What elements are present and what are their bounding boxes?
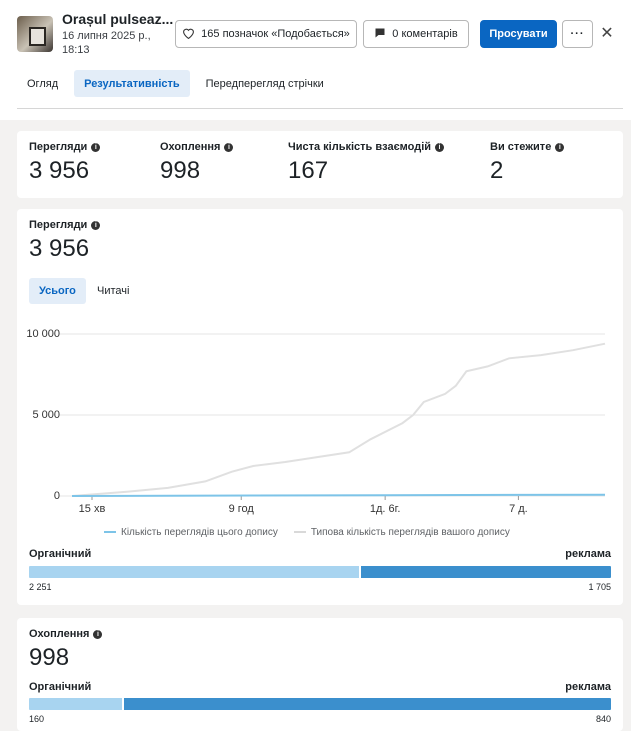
series-line-post bbox=[71, 493, 606, 497]
reach-card: Охоплення i 998 Органічний реклама 160 84… bbox=[17, 618, 623, 731]
more-options-button[interactable]: ··· bbox=[562, 20, 593, 48]
ads-segment[interactable] bbox=[361, 566, 611, 578]
legend-label: Типова кількість переглядів вашого допис… bbox=[310, 527, 510, 538]
legend-label: Кількість переглядів цього допису bbox=[121, 527, 278, 538]
comments-label: 0 коментарів bbox=[392, 28, 458, 40]
reach-ads-label: реклама bbox=[565, 681, 611, 693]
reach-ads-value: 840 bbox=[595, 714, 611, 724]
comments-button[interactable]: 0 коментарів bbox=[363, 20, 469, 48]
reach-label: Охоплення bbox=[29, 628, 90, 640]
x-tick-label: 15 хв bbox=[79, 503, 106, 515]
legend-item-typical[interactable]: Типова кількість переглядів вашого допис… bbox=[293, 527, 510, 538]
metrics-summary-card: Перегляди i 3 956 Охоплення i 998 Чиста кі… bbox=[17, 131, 623, 198]
views-card: Перегляди i 3 956 Усього Читачі 0 5 000 10 … bbox=[17, 209, 623, 605]
metric-label: Перегляди bbox=[29, 141, 88, 153]
metric-label: Охоплення bbox=[160, 141, 221, 153]
views-split-bar[interactable] bbox=[29, 566, 611, 578]
metric-views: Перегляди i 3 956 bbox=[29, 141, 101, 185]
y-tick-label: 10 000 bbox=[26, 328, 60, 340]
x-tick-label: 1д. 6г. bbox=[370, 503, 401, 515]
heart-icon bbox=[182, 27, 195, 42]
x-tick-label: 7 д. bbox=[509, 503, 528, 515]
views-ads-value: 1 705 bbox=[588, 582, 611, 592]
promote-button[interactable]: Просувати bbox=[480, 20, 557, 48]
organic-segment[interactable] bbox=[29, 698, 122, 710]
views-header: Перегляди i 3 956 bbox=[29, 219, 101, 263]
metric-value: 3 956 bbox=[29, 157, 90, 184]
post-date: 16 липня 2025 р., 18:13 bbox=[62, 30, 151, 56]
views-line-chart: 0 5 000 10 000 15 хв 9 год 1д. 6г. 7 д. bbox=[26, 328, 606, 515]
subtab-readers[interactable]: Читачі bbox=[97, 285, 130, 297]
series-line-typical bbox=[71, 342, 606, 497]
reach-organic-label: Органічний bbox=[29, 681, 92, 693]
post-thumbnail[interactable] bbox=[17, 16, 53, 52]
tab-performance[interactable]: Результативність bbox=[74, 70, 190, 97]
metric-value: 2 bbox=[490, 157, 504, 184]
y-tick-label: 5 000 bbox=[32, 409, 60, 421]
header-divider bbox=[17, 108, 623, 109]
views-organic-value: 2 251 bbox=[29, 582, 52, 592]
metric-value: 167 bbox=[288, 157, 329, 184]
likes-label: 165 позначок «Подобається» bbox=[201, 28, 350, 40]
info-icon[interactable]: i bbox=[224, 142, 234, 152]
reach-value: 998 bbox=[29, 644, 70, 671]
likes-button[interactable]: 165 позначок «Подобається» bbox=[175, 20, 357, 48]
reach-header: Охоплення i 998 bbox=[29, 628, 103, 672]
metric-label: Чиста кількість взаємодій bbox=[288, 141, 432, 153]
views-value: 3 956 bbox=[29, 235, 90, 262]
x-tick-label: 9 год bbox=[229, 503, 255, 515]
reach-split-bar[interactable] bbox=[29, 698, 611, 710]
legend-item-post[interactable]: Кількість переглядів цього допису bbox=[104, 527, 278, 538]
tab-overview[interactable]: Огляд bbox=[27, 77, 59, 90]
comment-icon bbox=[374, 27, 386, 42]
organic-segment[interactable] bbox=[29, 566, 360, 578]
metric-label: Ви стежите bbox=[490, 141, 552, 153]
close-icon[interactable]: ✕ bbox=[600, 25, 614, 42]
tab-feed-preview[interactable]: Передперегляд стрічки bbox=[205, 77, 324, 90]
info-icon[interactable]: i bbox=[435, 142, 445, 152]
views-label: Перегляди bbox=[29, 219, 88, 231]
info-icon[interactable]: i bbox=[555, 142, 565, 152]
metric-reach: Охоплення i 998 bbox=[160, 141, 234, 185]
views-organic-label: Органічний bbox=[29, 548, 92, 560]
views-ads-label: реклама bbox=[565, 548, 611, 560]
chart-legend: Кількість переглядів цього допису Типова… bbox=[104, 527, 510, 538]
y-tick-label: 0 bbox=[54, 490, 60, 502]
info-icon[interactable]: i bbox=[91, 220, 101, 230]
info-icon[interactable]: i bbox=[93, 629, 103, 639]
info-icon[interactable]: i bbox=[91, 142, 101, 152]
metric-engagements: Чиста кількість взаємодій i 167 bbox=[288, 141, 445, 185]
subtab-total[interactable]: Усього bbox=[29, 278, 86, 304]
ads-segment[interactable] bbox=[123, 698, 611, 710]
post-title[interactable]: Orașul pulseaz... bbox=[62, 11, 174, 27]
metric-value: 998 bbox=[160, 157, 201, 184]
metric-following: Ви стежите i 2 bbox=[490, 141, 565, 185]
post-header: Orașul pulseaz... 16 липня 2025 р., 18:1… bbox=[0, 0, 631, 120]
reach-organic-value: 160 bbox=[29, 714, 45, 724]
tab-bar: Огляд Результативність Передперегляд стр… bbox=[17, 70, 334, 97]
